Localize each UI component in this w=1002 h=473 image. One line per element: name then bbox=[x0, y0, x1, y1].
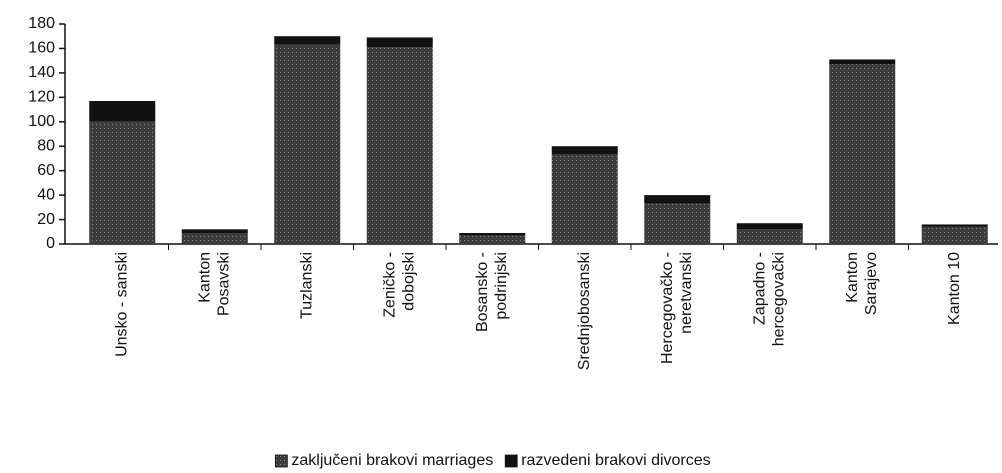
bar-segment bbox=[89, 121, 156, 244]
bar-segment bbox=[736, 223, 803, 230]
x-tick-label: Unsko - sanski bbox=[113, 252, 130, 357]
legend-swatch bbox=[274, 454, 288, 468]
legend-label: razvedeni brakovi divorces bbox=[521, 452, 710, 469]
y-tick-label: 60 bbox=[37, 162, 55, 179]
legend-label: zaključeni brakovi marriages bbox=[291, 452, 493, 469]
bar-segment bbox=[181, 229, 248, 233]
bar-segment bbox=[736, 229, 803, 244]
y-tick-label: 20 bbox=[37, 211, 55, 228]
y-tick-label: 80 bbox=[37, 137, 55, 154]
x-tick-label: Kanton 10 bbox=[946, 252, 963, 325]
x-tick-label: Hercegovačko - neretvanski bbox=[659, 252, 695, 364]
x-tick-label: Kanton Posavski bbox=[196, 252, 232, 316]
bar-segment bbox=[829, 64, 896, 244]
bar-segment bbox=[644, 195, 711, 204]
x-tick-label-line: Zapadno - bbox=[751, 252, 768, 325]
x-tick-label-line: Kanton bbox=[844, 252, 861, 303]
bar-segment bbox=[551, 146, 618, 155]
y-tick-label: 140 bbox=[28, 64, 55, 81]
x-tick-label-line: Zeničko - bbox=[381, 252, 398, 318]
bar-segment bbox=[89, 101, 156, 122]
y-tick-label: 0 bbox=[46, 235, 55, 252]
x-tick-label-line: Posavski bbox=[215, 252, 232, 316]
bar-segment bbox=[366, 37, 433, 48]
bar-segment bbox=[921, 226, 988, 244]
y-tick-label: 40 bbox=[37, 186, 55, 203]
bar-segment bbox=[181, 233, 248, 244]
x-tick-label-line: Sarajevo bbox=[863, 252, 880, 315]
y-tick-label: 160 bbox=[28, 40, 55, 57]
y-tick-label: 100 bbox=[28, 113, 55, 130]
bar-segment bbox=[274, 44, 341, 245]
x-tick-label-line: Tuzlanski bbox=[298, 252, 315, 319]
x-tick-label-line: Kanton bbox=[196, 252, 213, 303]
legend: zaključeni brakovi marriages razvedeni br… bbox=[291, 452, 710, 469]
y-tick-label: 180 bbox=[28, 15, 55, 32]
x-tick-label: Kanton Sarajevo bbox=[844, 252, 880, 315]
legend-swatch bbox=[504, 454, 518, 468]
y-tick-label: 120 bbox=[28, 89, 55, 106]
bar-segment bbox=[366, 47, 433, 244]
x-tick-label: Tuzlanski bbox=[298, 252, 315, 319]
x-tick-label: Zapadno - hercegovački bbox=[751, 252, 787, 346]
x-tick-label: Zeničko - dobojski bbox=[381, 252, 417, 318]
x-tick-label-line: Bosansko - bbox=[474, 252, 491, 332]
bar-segment bbox=[829, 59, 896, 65]
x-tick-label-line: dobojski bbox=[400, 252, 417, 311]
x-tick-label-line: Srednjobosanski bbox=[576, 252, 593, 370]
x-tick-label-line: neretvanski bbox=[678, 252, 695, 334]
bar-segment bbox=[459, 233, 526, 236]
bar-segment bbox=[551, 154, 618, 244]
x-tick-label-line: podrinjski bbox=[493, 252, 510, 320]
x-tick-label-line: Hercegovačko - bbox=[659, 252, 676, 364]
x-tick-label-line: Unsko - sanski bbox=[113, 252, 130, 357]
x-tick-label: Bosansko - podrinjski bbox=[474, 252, 510, 332]
bar-segment bbox=[644, 203, 711, 244]
bar-segment bbox=[274, 36, 341, 45]
bar-segment bbox=[921, 224, 988, 227]
x-tick-label-line: Kanton 10 bbox=[946, 252, 963, 325]
x-tick-label-line: hercegovački bbox=[770, 252, 787, 346]
x-tick-label: Srednjobosanski bbox=[576, 252, 593, 370]
bar-segment bbox=[459, 235, 526, 244]
